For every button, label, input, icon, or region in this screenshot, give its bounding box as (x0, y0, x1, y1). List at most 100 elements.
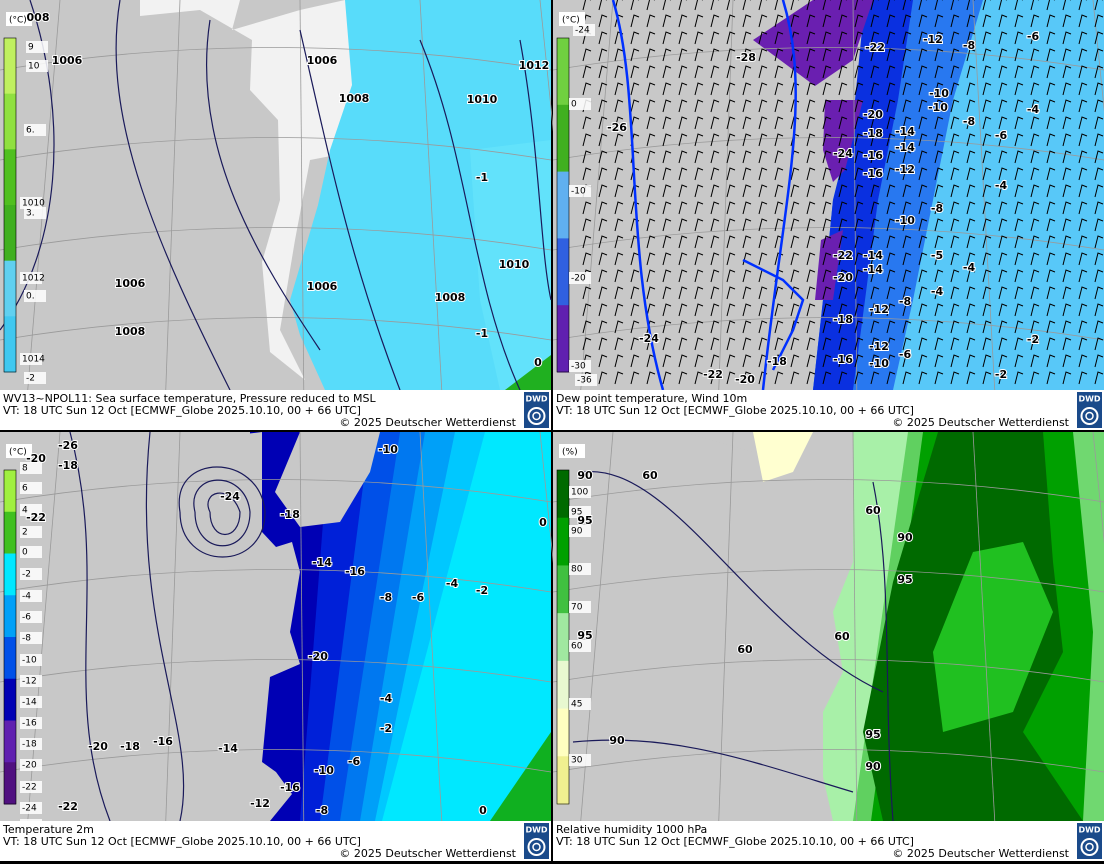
wind-barb (1030, 116, 1040, 130)
colorbar-label: -2 (22, 570, 31, 580)
scale-label-bg (20, 197, 42, 209)
wind-barb (934, 354, 944, 368)
wind-barb (918, 184, 928, 198)
wind-barb (582, 167, 592, 181)
wind-barb (726, 48, 736, 62)
colorbar-label: 1012 (22, 274, 45, 284)
colorbar-label: 30 (571, 756, 583, 766)
wind-barb (806, 235, 816, 249)
wind-barb (774, 303, 784, 317)
wind-barb (934, 48, 944, 62)
wind-barb (598, 167, 608, 181)
wind-barb (934, 337, 944, 351)
map-region (753, 0, 873, 86)
wind-barb (742, 65, 752, 79)
contour-label: -12 (895, 163, 915, 176)
wind-barb (822, 14, 832, 28)
contour-label: -14 (895, 141, 915, 154)
wind-barb (614, 218, 624, 232)
wind-barb (998, 167, 1008, 181)
wind-barb (790, 235, 800, 249)
contour-label: -12 (869, 340, 889, 353)
wind-barb (918, 320, 928, 334)
colorbar-label: -10 (22, 656, 37, 666)
contour-label: 60 (737, 643, 753, 656)
wind-barb (886, 286, 896, 300)
wind-barb (662, 150, 672, 164)
wind-barb (902, 286, 912, 300)
wind-barb (1078, 48, 1088, 62)
wind-barb (1046, 14, 1056, 28)
wind-barb (806, 218, 816, 232)
wind-barb (1030, 252, 1040, 266)
wind-barb (886, 133, 896, 147)
wind-barb (1078, 167, 1088, 181)
logo-swirl (532, 842, 541, 852)
contour-label: 008 (27, 11, 50, 24)
wind-barb (982, 82, 992, 96)
wind-barb (854, 337, 864, 351)
wind-barb (710, 235, 720, 249)
contour-line (872, 481, 894, 822)
wind-barb (646, 150, 656, 164)
wind-barb (790, 286, 800, 300)
wind-barb (742, 133, 752, 147)
wind-barb (710, 303, 720, 317)
wind-barb (630, 354, 640, 368)
wind-barb (1062, 354, 1072, 368)
latitude-line (552, 47, 1104, 71)
wind-barb (854, 371, 864, 385)
wind-barb (614, 99, 624, 113)
wind-barb (854, 48, 864, 62)
colorbar-segment (557, 305, 569, 373)
wind-barb (918, 48, 928, 62)
colorbar-segment (4, 205, 16, 262)
contour-label: -22 (58, 800, 78, 813)
wind-barb (774, 371, 784, 385)
wind-barb (822, 252, 832, 266)
wind-barb (1046, 354, 1056, 368)
wind-barb (854, 116, 864, 130)
wind-barb (934, 269, 944, 283)
logo-box (1077, 392, 1102, 428)
contour-label: -8 (899, 295, 911, 308)
wind-barb (710, 371, 720, 385)
wind-barb (630, 303, 640, 317)
wind-barb (646, 371, 656, 385)
contour-label: 60 (834, 630, 850, 643)
wind-barb (726, 31, 736, 45)
wind-barb (694, 82, 704, 96)
contour-label: 1006 (307, 54, 338, 67)
wind-barb (1046, 201, 1056, 215)
wind-barb (1094, 320, 1104, 334)
wind-barb (854, 99, 864, 113)
logo-text: DWD (525, 395, 547, 404)
wind-barb (678, 320, 688, 334)
contour-label: 60 (642, 469, 658, 482)
wind-barb (630, 0, 639, 11)
wind-barb (902, 82, 912, 96)
wind-barb (774, 286, 784, 300)
colorbar-frame (3, 37, 17, 373)
contour-label: -8 (380, 591, 392, 604)
wind-barb (982, 99, 992, 113)
wind-barb (726, 320, 736, 334)
wind-barb (758, 0, 767, 11)
wind-barb (790, 167, 800, 181)
wind-barb (614, 303, 624, 317)
wind-barb (870, 133, 880, 147)
wind-barb (902, 184, 912, 198)
map-region (933, 542, 1053, 732)
wind-barb (918, 82, 928, 96)
wind-barb (614, 201, 624, 215)
wind-barb (694, 0, 703, 11)
wind-barb (662, 201, 672, 215)
wind-barb (678, 184, 688, 198)
wind-barb (1030, 99, 1040, 113)
wind-barb (822, 286, 832, 300)
wind-barb (614, 184, 624, 198)
wind-barb (614, 354, 624, 368)
wind-barb (710, 252, 720, 266)
contour-label: -2 (1027, 333, 1039, 346)
colorbar-label: 45 (571, 700, 582, 710)
